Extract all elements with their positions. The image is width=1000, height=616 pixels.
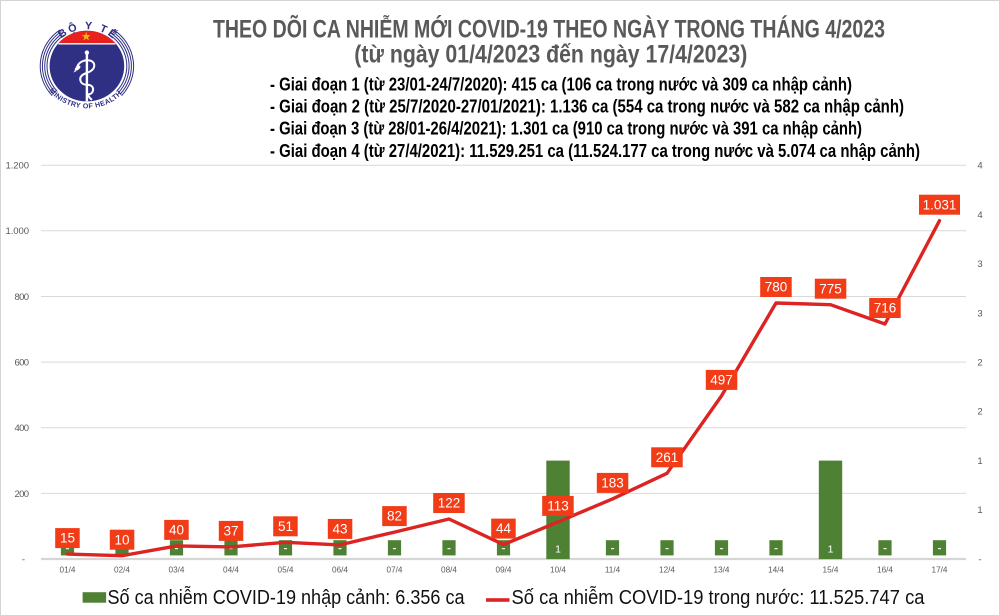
svg-text:1.031: 1.031	[923, 197, 957, 212]
svg-text:2: 2	[977, 358, 982, 369]
svg-text:14/4: 14/4	[768, 566, 784, 575]
svg-text:(từ ngày 01/4/2023 đến ngày 17: (từ ngày 01/4/2023 đến ngày 17/4/2023)	[354, 41, 747, 69]
svg-text:2: 2	[977, 407, 982, 418]
svg-text:1: 1	[555, 543, 561, 555]
svg-text:800: 800	[15, 292, 30, 303]
svg-text:Số ca nhiễm COVID-19 trong nướ: Số ca nhiễm COVID-19 trong nước: 11.525.…	[512, 586, 926, 609]
svg-text:1: 1	[828, 543, 834, 555]
svg-text:10/4: 10/4	[550, 566, 566, 575]
svg-text:-: -	[22, 554, 25, 565]
svg-text:15/4: 15/4	[823, 566, 839, 575]
svg-text:09/4: 09/4	[496, 566, 512, 575]
svg-text:3: 3	[977, 259, 982, 270]
svg-text:1.000: 1.000	[6, 226, 30, 237]
svg-text:183: 183	[601, 476, 624, 491]
svg-text:16/4: 16/4	[877, 566, 893, 575]
svg-text:716: 716	[874, 301, 897, 316]
svg-text:4: 4	[977, 210, 982, 221]
svg-text:12/4: 12/4	[659, 566, 675, 575]
svg-text:37: 37	[223, 524, 238, 539]
svg-text:THEO DÕI CA NHIỄM MỚI COVID-19: THEO DÕI CA NHIỄM MỚI COVID-19 THEO NGÀY…	[213, 14, 885, 44]
svg-text:Số ca nhiễm COVID-19 nhập cảnh: Số ca nhiễm COVID-19 nhập cảnh: 6.356 ca	[108, 586, 466, 609]
svg-text:44: 44	[496, 521, 512, 536]
svg-text:-: -	[978, 554, 981, 565]
svg-text:1: 1	[977, 456, 982, 467]
svg-text:- Giai đoạn 4 (từ 27/4/2021):: - Giai đoạn 4 (từ 27/4/2021): 11.529.251…	[270, 141, 920, 161]
svg-text:17/4: 17/4	[932, 566, 948, 575]
svg-text:- Giai đoạn 2 (từ 25/7/2020-27: - Giai đoạn 2 (từ 25/7/2020-27/01/2021):…	[270, 97, 904, 117]
svg-text:4: 4	[977, 161, 982, 172]
svg-text:40: 40	[169, 523, 184, 538]
svg-text:200: 200	[15, 489, 30, 500]
svg-text:15: 15	[60, 531, 75, 546]
svg-text:01/4: 01/4	[60, 566, 76, 575]
svg-text:261: 261	[656, 450, 679, 465]
svg-text:400: 400	[15, 423, 30, 434]
svg-text:43: 43	[332, 522, 347, 537]
svg-text:497: 497	[710, 373, 733, 388]
svg-text:3: 3	[977, 308, 982, 319]
svg-text:13/4: 13/4	[714, 566, 730, 575]
svg-text:05/4: 05/4	[278, 566, 294, 575]
svg-text:775: 775	[819, 281, 842, 296]
svg-text:122: 122	[438, 496, 461, 511]
svg-text:1.200: 1.200	[6, 161, 30, 172]
svg-text:- Giai đoạn 3 (từ 28/01-26/4/2: - Giai đoạn 3 (từ 28/01-26/4/2021): 1.30…	[270, 119, 862, 139]
svg-text:51: 51	[278, 519, 293, 534]
svg-text:06/4: 06/4	[332, 566, 348, 575]
svg-text:08/4: 08/4	[441, 566, 457, 575]
svg-text:10: 10	[114, 532, 129, 547]
svg-text:03/4: 03/4	[169, 566, 185, 575]
svg-text:113: 113	[547, 499, 569, 514]
svg-text:04/4: 04/4	[223, 566, 239, 575]
svg-text:- Giai đoạn 1 (từ 23/01-24/7/2: - Giai đoạn 1 (từ 23/01-24/7/2020): 415 …	[270, 75, 852, 95]
svg-text:780: 780	[765, 280, 788, 295]
svg-text:11/4: 11/4	[605, 566, 621, 575]
svg-text:82: 82	[387, 509, 402, 524]
svg-text:600: 600	[15, 358, 30, 369]
svg-text:02/4: 02/4	[114, 566, 130, 575]
svg-text:1: 1	[977, 505, 982, 516]
svg-text:07/4: 07/4	[387, 566, 403, 575]
